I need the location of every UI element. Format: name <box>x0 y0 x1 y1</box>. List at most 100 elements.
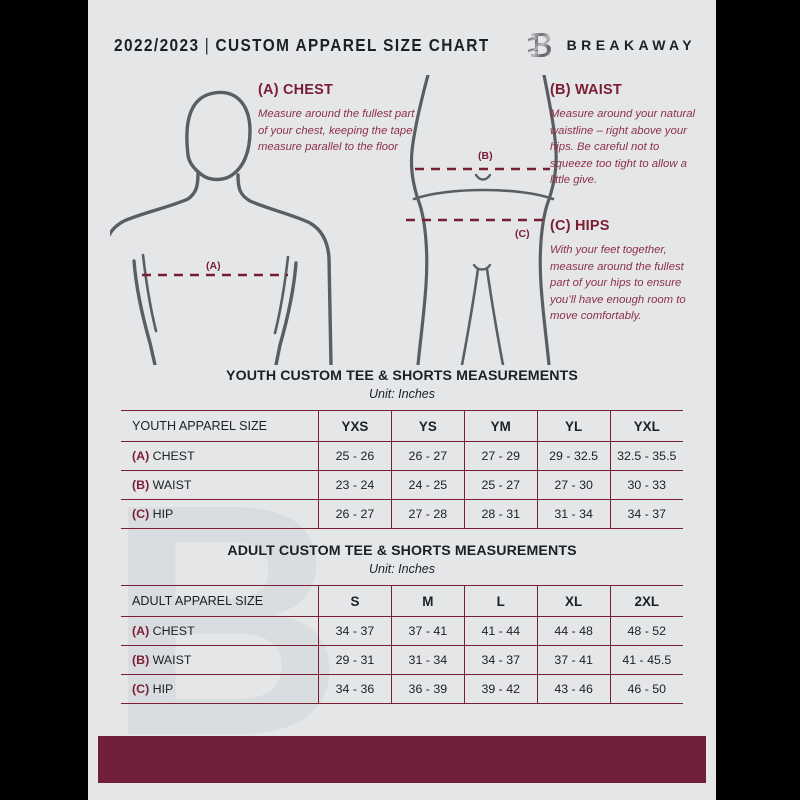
hip-measure-marker: (C) <box>515 228 530 240</box>
measurement-label: (C) HIP <box>121 499 319 529</box>
measurement-label: (C) HIP <box>121 674 319 704</box>
waist-note-title: (B) WAIST <box>550 82 622 98</box>
size-column-header: M <box>390 585 465 617</box>
size-chart-page: B 2022/2023 | CUSTOM APPAREL SIZE CHART <box>88 0 716 800</box>
hips-front-figure <box>406 75 558 365</box>
page-title: CUSTOM APPAREL SIZE CHART <box>215 34 490 55</box>
table-header-row: YOUTH APPAREL SIZE YXS YS YM YL YXL <box>121 410 683 442</box>
measurement-value: 24 - 25 <box>390 470 465 500</box>
measurement-value: 37 - 41 <box>390 616 465 646</box>
youth-table-title: YOUTH CUSTOM TEE & SHORTS MEASUREMENTS <box>226 368 578 384</box>
youth-size-table-block: YOUTH CUSTOM TEE & SHORTS MEASUREMENTS U… <box>88 368 716 529</box>
waist-measure-marker: (B) <box>478 150 493 162</box>
hips-note-title: (C) HIPS <box>550 218 610 234</box>
size-column-header: YL <box>536 410 611 442</box>
measurement-label: (A) CHEST <box>121 616 319 646</box>
size-column-header: YM <box>463 410 538 442</box>
size-column-header: S <box>318 585 392 617</box>
measurement-value: 39 - 42 <box>463 674 538 704</box>
measurement-value: 23 - 24 <box>318 470 392 500</box>
measurement-value: 27 - 28 <box>390 499 465 529</box>
table-row: (A) CHEST 25 - 26 26 - 27 27 - 29 29 - 32.5 3… <box>121 441 683 471</box>
measurement-tag: (A) <box>132 624 150 638</box>
measurement-value: 26 - 27 <box>318 499 392 529</box>
measurement-tag: (B) <box>132 478 150 492</box>
measurement-value: 32.5 - 35.5 <box>609 441 683 471</box>
measurement-value: 41 - 44 <box>463 616 538 646</box>
measurement-value: 37 - 41 <box>536 645 611 675</box>
torso-front-figure <box>110 90 333 365</box>
measurement-value: 34 - 36 <box>318 674 392 704</box>
brand-lockup: BREAKAWAY <box>527 30 696 60</box>
table-row: (C) HIP 34 - 36 36 - 39 39 - 42 43 - 46 46 - … <box>121 674 683 704</box>
adult-table-title: ADULT CUSTOM TEE & SHORTS MEASUREMENTS <box>227 543 577 559</box>
page-header: 2022/2023 | CUSTOM APPAREL SIZE CHART BR <box>88 28 716 62</box>
measurement-value: 27 - 29 <box>463 441 538 471</box>
measurement-tag: (C) <box>132 682 150 696</box>
measurement-label: (B) WAIST <box>121 645 319 675</box>
waist-note: (B) WAIST Measure around your natural wa… <box>550 82 702 189</box>
header-separator: | <box>204 34 211 55</box>
size-column-header: L <box>463 585 538 617</box>
hips-note: (C) HIPS With your feet together, measur… <box>550 218 702 325</box>
chest-note-body: Measure around the fullest part of your … <box>258 108 415 154</box>
measurement-value: 48 - 52 <box>609 616 683 646</box>
measurement-value: 26 - 27 <box>390 441 465 471</box>
hips-note-body: With your feet together, measure around … <box>550 244 686 323</box>
size-label-header: YOUTH APPAREL SIZE <box>121 410 319 442</box>
chest-measure-marker: (A) <box>206 260 221 272</box>
youth-table-unit: Unit: Inches <box>368 387 435 401</box>
measurement-value: 29 - 32.5 <box>536 441 611 471</box>
youth-size-table: YOUTH APPAREL SIZE YXS YS YM YL YXL (A) CHEST 2… <box>121 410 683 529</box>
measurement-name: HIP <box>149 507 174 521</box>
measurement-value: 34 - 37 <box>318 616 392 646</box>
table-row: (A) CHEST 34 - 37 37 - 41 41 - 44 44 - 48 48 … <box>121 616 683 646</box>
table-row: (B) WAIST 29 - 31 31 - 34 34 - 37 37 - 41 41 … <box>121 645 683 675</box>
measurement-value: 46 - 50 <box>609 674 683 704</box>
size-column-header: YXS <box>318 410 392 442</box>
size-column-header: YS <box>390 410 465 442</box>
measurement-value: 34 - 37 <box>463 645 538 675</box>
measurement-value: 41 - 45.5 <box>609 645 683 675</box>
waist-note-body: Measure around your natural waistline – … <box>550 108 696 187</box>
measurement-value: 34 - 37 <box>609 499 683 529</box>
measurement-name: WAIST <box>149 653 192 667</box>
measurement-label: (B) WAIST <box>121 470 319 500</box>
measurement-name: HIP <box>149 682 174 696</box>
measurement-value: 44 - 48 <box>536 616 611 646</box>
header-title-group: 2022/2023 | CUSTOM APPAREL SIZE CHART <box>114 35 490 56</box>
size-column-header: YXL <box>609 410 683 442</box>
chest-note-title: (A) CHEST <box>258 82 334 98</box>
size-column-header: 2XL <box>609 585 683 617</box>
measurement-name: CHEST <box>149 624 195 638</box>
size-label-header: ADULT APPAREL SIZE <box>121 585 319 617</box>
breakaway-b-monogram-icon <box>527 33 551 57</box>
measurement-name: WAIST <box>149 478 192 492</box>
chest-note: (A) CHEST Measure around the fullest par… <box>258 82 418 156</box>
measurement-value: 25 - 26 <box>318 441 392 471</box>
measurement-value: 25 - 27 <box>463 470 538 500</box>
measurement-value: 31 - 34 <box>390 645 465 675</box>
size-column-header: XL <box>536 585 611 617</box>
measurement-value: 28 - 31 <box>463 499 538 529</box>
adult-table-unit: Unit: Inches <box>368 562 435 576</box>
measurement-value: 43 - 46 <box>536 674 611 704</box>
measurement-value: 31 - 34 <box>536 499 611 529</box>
adult-size-table-block: ADULT CUSTOM TEE & SHORTS MEASUREMENTS U… <box>88 543 716 704</box>
measurement-name: CHEST <box>149 449 195 463</box>
table-row: (C) HIP 26 - 27 27 - 28 28 - 31 31 - 34 34 - … <box>121 499 683 529</box>
measurement-tag: (C) <box>132 507 150 521</box>
table-row: (B) WAIST 23 - 24 24 - 25 25 - 27 27 - 30 30 … <box>121 470 683 500</box>
measurement-tag: (A) <box>132 449 150 463</box>
measurement-label: (A) CHEST <box>121 441 319 471</box>
measurement-value: 30 - 33 <box>609 470 683 500</box>
season-label: 2022/2023 <box>114 34 200 55</box>
footer-bar <box>98 736 706 783</box>
table-header-row: ADULT APPAREL SIZE S M L XL 2XL <box>121 585 683 617</box>
measurement-diagram: (A) (B) (C) (A) CHEST Measure around the… <box>88 70 716 365</box>
brand-name: BREAKAWAY <box>566 37 696 53</box>
measurement-value: 29 - 31 <box>318 645 392 675</box>
measurement-tag: (B) <box>132 653 150 667</box>
measurement-value: 36 - 39 <box>390 674 465 704</box>
adult-size-table: ADULT APPAREL SIZE S M L XL 2XL (A) CHEST 34 - … <box>121 585 683 704</box>
